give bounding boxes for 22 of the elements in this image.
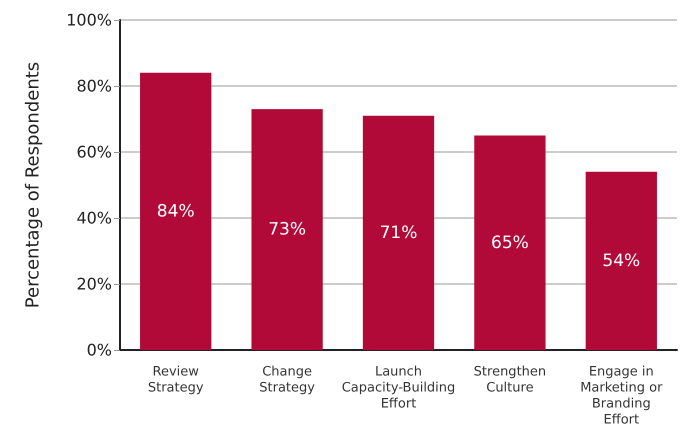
data-label: 73% xyxy=(268,220,306,240)
y-tick-label: 40% xyxy=(76,208,112,228)
bar xyxy=(362,116,434,350)
data-label: 84% xyxy=(156,201,195,222)
bar xyxy=(140,72,212,350)
y-tick-label: 0% xyxy=(86,340,112,360)
y-axis-title: Percentage of Respondents xyxy=(22,62,44,308)
y-tick-label: 100% xyxy=(66,10,112,30)
y-tick-label: 80% xyxy=(76,76,112,96)
data-label: 71% xyxy=(380,222,418,243)
bar xyxy=(586,172,657,350)
y-tick-label: 60% xyxy=(76,142,112,162)
data-label: 54% xyxy=(602,250,640,271)
bar xyxy=(474,136,546,350)
y-tick-label: 20% xyxy=(76,274,112,294)
x-tick-label: Strengthen Culture xyxy=(474,364,546,396)
x-tick-label: Launch Capacity-Building Effort xyxy=(342,364,456,412)
x-tick-label: Review Strategy xyxy=(148,364,204,396)
x-tick-label: Engage in Marketing or Branding Effort xyxy=(580,364,664,428)
bar xyxy=(251,109,323,350)
x-tick-label: Change Strategy xyxy=(259,364,316,396)
data-label: 65% xyxy=(491,232,529,253)
